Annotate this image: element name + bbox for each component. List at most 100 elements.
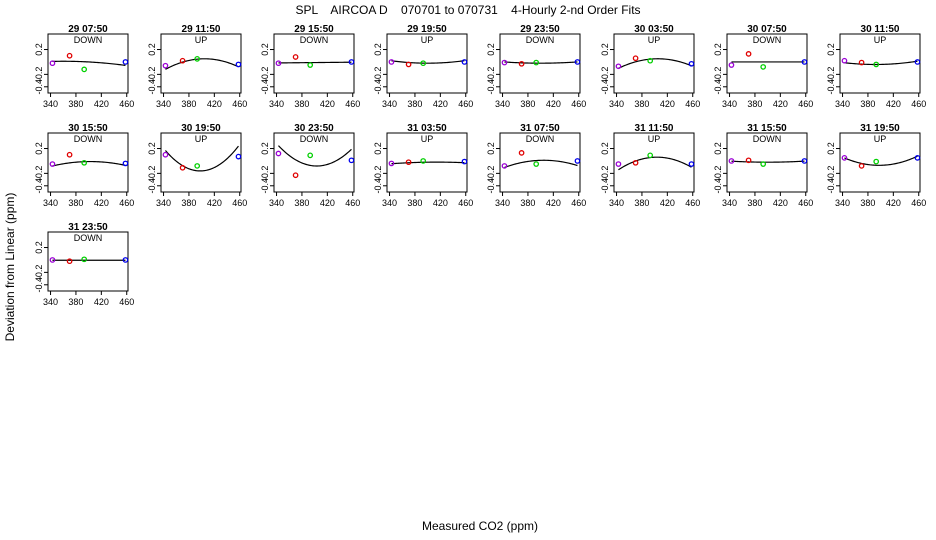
y-tick-label: -0.4 (147, 79, 157, 95)
data-point (760, 64, 767, 70)
data-point (745, 51, 752, 57)
data-point (801, 158, 808, 164)
x-tick-label: 340 (156, 198, 171, 208)
data-point (81, 256, 88, 263)
data-point (179, 57, 186, 64)
data-point (533, 161, 540, 167)
data-point (275, 150, 282, 157)
x-tick-label: 380 (68, 99, 83, 109)
data-point (405, 159, 412, 166)
panel-direction: UP (874, 35, 887, 45)
fit-curve (618, 58, 692, 69)
data-point (388, 59, 395, 65)
data-point (647, 152, 654, 159)
panel-direction: DOWN (753, 35, 782, 45)
fit-curve (618, 156, 692, 171)
x-tick-label: 380 (520, 198, 535, 208)
x-tick-label: 460 (571, 198, 586, 208)
x-tick-label: 420 (320, 198, 335, 208)
data-point (841, 154, 848, 161)
panel-title: 29 07:50 (68, 24, 108, 35)
x-tick-label: 420 (660, 99, 675, 109)
panel-direction: DOWN (526, 35, 555, 45)
y-tick-label: -0.4 (713, 79, 723, 95)
x-tick-label: 460 (458, 99, 473, 109)
x-tick-label: 420 (94, 297, 109, 307)
panel-frame (160, 132, 242, 193)
panel-title: 29 23:50 (520, 24, 560, 35)
fit-curve (164, 145, 239, 172)
x-tick-label: 340 (43, 99, 58, 109)
data-point (841, 57, 848, 64)
panel-title: 30 07:50 (747, 24, 787, 35)
x-tick-label: 340 (722, 198, 737, 208)
x-tick-label: 420 (886, 198, 901, 208)
data-point (194, 163, 201, 169)
y-tick-label: 0.2 (34, 142, 44, 155)
panel-direction: UP (195, 35, 208, 45)
x-tick-label: 460 (345, 99, 360, 109)
y-tick-label: -0.2 (713, 67, 723, 83)
y-tick-label: 0.2 (826, 142, 836, 155)
panel-frame (499, 33, 581, 94)
x-tick-label: 380 (747, 99, 762, 109)
panel-frame (726, 33, 808, 94)
x-tick-label: 420 (546, 99, 561, 109)
panel-title: 31 19:50 (860, 123, 900, 134)
x-tick-label: 380 (860, 99, 875, 109)
fit-curve (504, 61, 578, 64)
data-point (745, 157, 752, 164)
y-tick-label: -0.4 (147, 178, 157, 194)
y-tick-label: -0.4 (260, 178, 270, 194)
y-tick-label: -0.2 (826, 166, 836, 182)
y-tick-label: -0.2 (486, 166, 496, 182)
x-tick-label: 340 (609, 99, 624, 109)
y-tick-label: -0.2 (373, 67, 383, 83)
data-point (307, 62, 314, 68)
panel-frame (47, 231, 129, 292)
data-point (81, 66, 88, 73)
fit-curve (165, 58, 239, 70)
y-tick-label: -0.2 (147, 67, 157, 83)
panel-frame (273, 132, 355, 193)
y-tick-label: 0.2 (826, 43, 836, 56)
y-tick-label: -0.4 (373, 178, 383, 194)
panel-direction: UP (195, 134, 208, 144)
y-tick-label: -0.4 (373, 79, 383, 95)
panel-frame (613, 132, 695, 193)
panel-title: 29 11:50 (182, 24, 221, 35)
x-axis-label: Measured CO2 (ppm) (422, 519, 538, 533)
x-tick-label: 460 (911, 99, 926, 109)
data-point (574, 59, 581, 65)
y-tick-label: -0.2 (147, 166, 157, 182)
x-tick-label: 420 (546, 198, 561, 208)
y-tick-label: -0.4 (34, 277, 44, 293)
data-point (632, 159, 639, 166)
data-point (615, 161, 622, 167)
panel-frame (386, 33, 468, 94)
y-tick-label: -0.2 (373, 166, 383, 182)
data-point (518, 60, 525, 67)
x-tick-label: 340 (495, 99, 510, 109)
x-tick-label: 380 (68, 297, 83, 307)
x-tick-label: 420 (886, 99, 901, 109)
data-point (49, 161, 56, 167)
data-point (49, 257, 56, 263)
data-point (49, 60, 56, 67)
panel-direction: UP (648, 35, 661, 45)
data-point (914, 59, 921, 65)
panel-direction: DOWN (74, 35, 103, 45)
data-point (307, 152, 314, 159)
data-point (461, 59, 468, 65)
panel-frame (47, 33, 129, 94)
x-tick-label: 420 (660, 198, 675, 208)
x-tick-label: 460 (119, 99, 134, 109)
x-tick-label: 380 (747, 198, 762, 208)
